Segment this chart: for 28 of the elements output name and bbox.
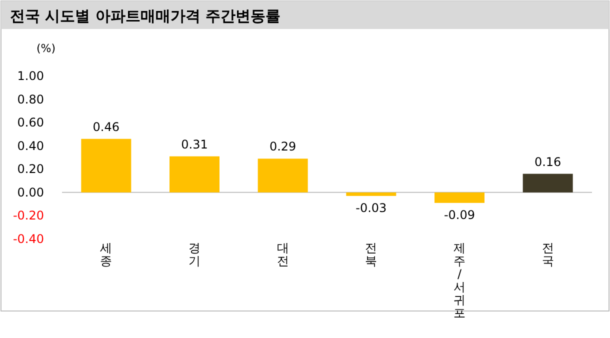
y-tick-label: 0.40 [17,138,44,153]
chart-title: 전국 시도별 아파트매매가격 주간변동률 [10,7,281,25]
bar [346,192,396,196]
x-tick-label: 제주/서귀포 [454,241,466,320]
y-tick-label: 0.80 [17,92,44,106]
y-tick-label: -0.40 [12,232,44,246]
bar [81,138,132,192]
bar [258,158,308,192]
data-label: -0.03 [356,200,387,215]
data-label: 0.16 [534,154,562,169]
x-tick-label: 대전 [276,241,289,268]
bar [170,156,220,192]
y-tick-label: 0.60 [17,116,44,130]
y-tick-label: 0.00 [17,185,44,200]
x-tick-label: 전국 [542,241,554,268]
bar [434,192,484,203]
x-tick-label: 세종 [100,241,112,268]
data-label: 0.31 [181,137,208,152]
y-tick-label: 1.00 [17,69,44,83]
data-label: 0.46 [92,120,120,134]
bar [522,174,573,192]
x-tick-label: 전북 [365,241,378,268]
data-label: -0.09 [444,208,476,222]
y-tick-label: -0.20 [12,208,44,223]
y-tick-label: 0.20 [17,162,44,176]
x-tick-label: 경기 [188,241,200,268]
y-axis-title: (%) [36,42,56,55]
data-label: 0.29 [269,140,296,154]
